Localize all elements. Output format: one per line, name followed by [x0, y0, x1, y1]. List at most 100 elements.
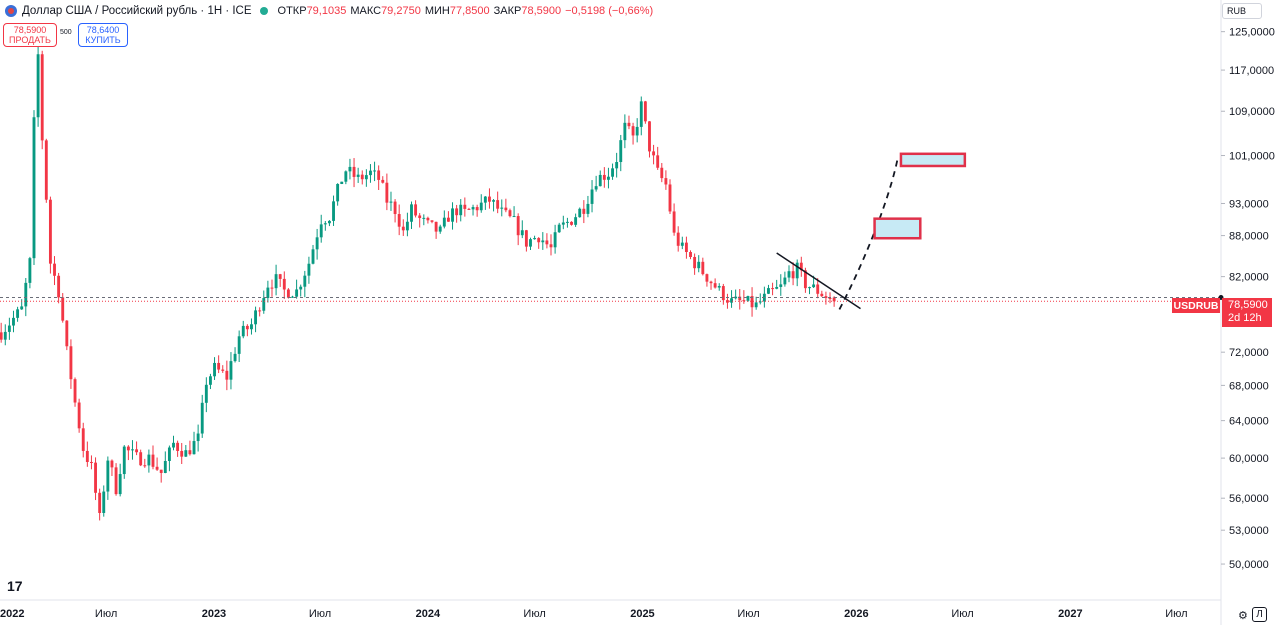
candle-body: [496, 200, 500, 209]
candle-body: [81, 428, 85, 451]
candle-body: [438, 226, 442, 232]
candle-body: [270, 287, 274, 289]
y-tick-label: 60,0000: [1229, 453, 1269, 465]
candle-body: [652, 151, 656, 156]
flag-icon: [5, 5, 17, 17]
candle-body: [705, 274, 709, 282]
candle-body: [545, 240, 549, 245]
x-tick-label: 2022: [0, 608, 24, 620]
candle-body: [299, 286, 303, 290]
candle-body: [307, 263, 311, 276]
change-value: −0,5198 (−0,66%): [565, 5, 654, 17]
target-zone: [899, 152, 967, 168]
candle-body: [442, 217, 446, 227]
candle-body: [754, 302, 758, 308]
candle-body: [24, 282, 28, 307]
buy-button[interactable]: 78,6400 КУПИТЬ: [78, 23, 128, 47]
y-tick-label: 50,0000: [1229, 559, 1269, 571]
time-axis[interactable]: 2022 Июл 2023 Июл 2024 Июл 2025 Июл 2026 Июл 2027 И…: [0, 608, 1188, 620]
candle-body: [660, 167, 664, 179]
x-tick-label: Июл: [523, 608, 545, 620]
market-status-icon[interactable]: [259, 7, 268, 15]
candle-body: [561, 222, 565, 225]
candle-body: [250, 324, 253, 330]
x-tick-label: Июл: [309, 608, 331, 620]
candle-body: [602, 174, 606, 180]
candle-body: [537, 238, 541, 243]
candle-body: [352, 166, 356, 177]
candle-body: [492, 200, 495, 202]
last-price-tag: 78,5900 2d 12h: [1222, 298, 1272, 327]
currency-button[interactable]: RUB: [1222, 3, 1262, 19]
trend-line: [776, 252, 861, 310]
candle-body: [131, 449, 134, 451]
candle-body: [36, 54, 40, 118]
candle-body: [102, 491, 106, 513]
candle-body: [377, 170, 381, 180]
candle-body: [750, 296, 754, 308]
candle-body: [500, 207, 504, 209]
candle-body: [483, 196, 487, 203]
candle-body: [85, 450, 89, 463]
candle-body: [311, 249, 315, 264]
sell-label: ПРОДАТЬ: [9, 35, 51, 45]
candle-body: [475, 207, 479, 211]
candle-body: [623, 122, 627, 141]
candle-body: [734, 296, 738, 299]
candle-body: [697, 261, 701, 269]
candle-body: [401, 226, 405, 231]
candle-body: [282, 278, 286, 290]
price-axis[interactable]: 125,0000 117,0000 109,0000 101,0000 93,0000 8…: [1221, 27, 1275, 571]
target-zone: [873, 217, 922, 240]
candle-body: [451, 208, 454, 222]
log-scale-button[interactable]: Л: [1252, 607, 1267, 622]
candle-body: [209, 376, 212, 385]
candle-body: [48, 199, 52, 264]
tradingview-logo[interactable]: 17: [7, 578, 23, 594]
spread-value: 500: [60, 29, 72, 36]
candle-body: [16, 309, 20, 318]
candle-body: [803, 270, 807, 289]
candle-body: [237, 336, 241, 354]
y-tick-label: 101,0000: [1229, 151, 1275, 163]
candle-body: [529, 239, 532, 247]
candle-body: [730, 298, 733, 303]
candle-body: [110, 460, 114, 468]
candle-body: [664, 178, 668, 185]
candle-body: [553, 232, 557, 248]
candle-body: [676, 232, 680, 246]
candle-body: [69, 346, 73, 380]
x-tick-label: 2025: [630, 608, 654, 620]
buy-label: КУПИТЬ: [85, 35, 121, 45]
close-value: 78,5900: [521, 5, 562, 17]
candle-body: [286, 289, 290, 298]
candle-body: [467, 208, 471, 210]
x-tick-label: Июл: [1165, 608, 1187, 620]
open-value: 79,1035: [306, 5, 347, 17]
candle-body: [422, 217, 426, 219]
candle-body: [225, 370, 229, 380]
candle-body: [28, 258, 32, 283]
candle-body: [619, 140, 623, 163]
candle-body: [327, 220, 331, 224]
candle-body: [348, 166, 352, 172]
settings-icon[interactable]: ⚙: [1238, 610, 1248, 622]
candle-body: [779, 284, 783, 287]
candle-body: [586, 203, 590, 214]
sell-button[interactable]: 78,5900 ПРОДАТЬ: [3, 23, 57, 47]
overlays-layer: [0, 152, 1224, 310]
symbol-info[interactable]: Доллар США / Российский рубль · 1Н · ICE: [4, 4, 252, 18]
candle-body: [680, 242, 684, 246]
candle-body: [323, 223, 327, 225]
candle-body: [20, 306, 24, 310]
candle-body: [53, 263, 56, 276]
candle-body: [393, 201, 397, 215]
candle-body: [607, 176, 610, 180]
candle-body: [90, 462, 93, 464]
candle-body: [565, 221, 569, 223]
y-tick-label: 88,0000: [1229, 231, 1269, 243]
candle-body: [758, 301, 762, 303]
x-tick-label: Июл: [951, 608, 973, 620]
candle-body: [65, 320, 69, 347]
